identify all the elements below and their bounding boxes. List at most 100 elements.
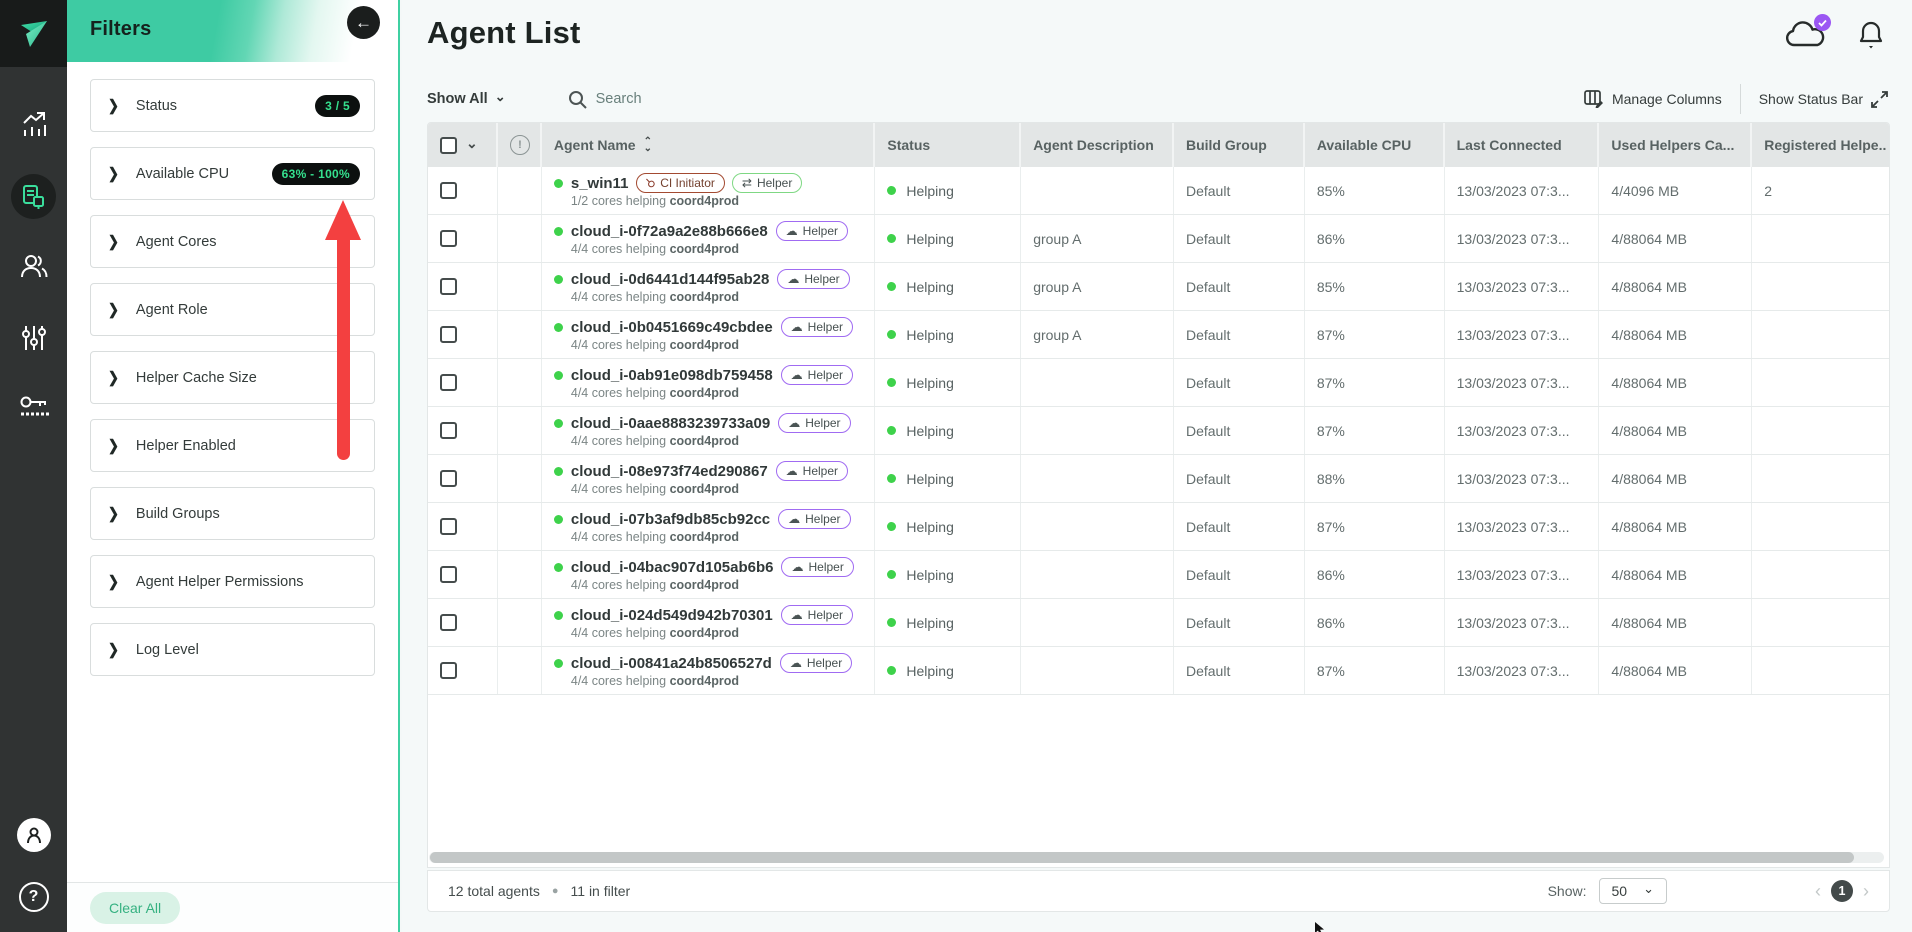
nav-item-analytics[interactable]: [0, 110, 67, 140]
table-row: cloud_i-0aae8883239733a09 Helper 4/4 cor…: [428, 407, 1889, 455]
filter-selection-badge: 63% - 100%: [271, 162, 360, 185]
row-checkbox[interactable]: [440, 518, 457, 535]
badge-cloud: Helper: [780, 317, 854, 337]
chevron-right-icon: ❯: [108, 436, 119, 454]
show-status-bar-button[interactable]: Show Status Bar: [1759, 90, 1888, 108]
badge-cloud: Helper: [777, 269, 850, 289]
filter-item[interactable]: ❯ Agent Role: [90, 283, 375, 336]
agent-name[interactable]: cloud_i-08e973f74ed290867: [570, 462, 768, 480]
notifications-button[interactable]: [1858, 20, 1884, 55]
build-group-cell: Default: [1174, 359, 1305, 406]
badge-cloud: Helper: [778, 413, 851, 433]
row-checkbox[interactable]: [440, 278, 457, 295]
page-title: Agent List: [427, 15, 581, 50]
agent-name[interactable]: cloud_i-00841a24b8506527d: [570, 654, 772, 672]
nav-item-help[interactable]: ?: [0, 882, 67, 912]
check-icon: [1818, 19, 1827, 27]
filter-item[interactable]: ❯ Helper Enabled: [90, 419, 375, 472]
row-checkbox[interactable]: [440, 182, 457, 199]
search-input[interactable]: Search: [568, 90, 642, 109]
last-connected-cell: 13/03/2023 07:3...: [1445, 359, 1600, 406]
nav-item-settings[interactable]: [0, 324, 67, 352]
last-connected-cell: 13/03/2023 07:3...: [1445, 311, 1600, 358]
agent-name-cell: cloud_i-0b0451669c49cbdee Helper 4/4 cor…: [542, 311, 876, 358]
show-all-dropdown[interactable]: Show All ⌄: [427, 89, 506, 107]
agent-name[interactable]: cloud_i-0ab91e098db759458: [570, 366, 773, 384]
agent-name[interactable]: cloud_i-0b0451669c49cbdee: [570, 318, 773, 336]
filter-item[interactable]: ❯ Helper Cache Size: [90, 351, 375, 404]
sort-icon[interactable]: ⌃ ⌄: [643, 135, 652, 154]
horizontal-scrollbar-thumb[interactable]: [430, 852, 1854, 863]
filter-item[interactable]: ❯ Log Level: [90, 623, 375, 676]
collapse-filters-button[interactable]: ←: [347, 6, 380, 39]
header-status[interactable]: Status: [875, 123, 1022, 167]
cloud-status-button[interactable]: [1784, 14, 1831, 55]
agent-name-cell: cloud_i-04bac907d105ab6b6 Helper 4/4 cor…: [542, 551, 876, 598]
row-checkbox[interactable]: [440, 614, 457, 631]
status-dot: [887, 570, 897, 579]
row-checkbox[interactable]: [440, 662, 457, 679]
row-checkbox[interactable]: [440, 230, 457, 247]
agent-name[interactable]: cloud_i-07b3af9db85cb92cc: [570, 510, 771, 528]
header-agent-name[interactable]: Agent Name ⌃ ⌄: [542, 123, 876, 167]
current-page-button[interactable]: 1: [1831, 880, 1853, 902]
nav-item-users[interactable]: [0, 252, 67, 280]
agent-name[interactable]: cloud_i-0d6441d144f95ab28: [570, 270, 770, 288]
header-available-cpu[interactable]: Available CPU: [1305, 123, 1445, 167]
agent-name[interactable]: cloud_i-0f72a9a2e88b666e8: [570, 222, 768, 240]
agent-name[interactable]: cloud_i-04bac907d105ab6b6: [570, 558, 774, 576]
header-agent-description[interactable]: Agent Description: [1021, 123, 1174, 167]
page-size-select[interactable]: 50 ⌄: [1598, 878, 1667, 904]
status-cell: Helping: [875, 359, 1022, 406]
filter-item[interactable]: ❯ Status 3 / 5: [90, 79, 375, 132]
row-checkbox[interactable]: [440, 566, 457, 583]
status-label: Helping: [906, 374, 954, 391]
main-content: Agent List Show All ⌄: [402, 0, 1912, 932]
select-menu-chevron-icon[interactable]: ⌄: [466, 134, 478, 151]
filter-item[interactable]: ❯ Build Groups: [90, 487, 375, 540]
table-header-row: ⌄ ! Agent Name ⌃ ⌄ Status Agent Descripti…: [428, 123, 1889, 167]
agent-name-cell: cloud_i-0f72a9a2e88b666e8 Helper 4/4 cor…: [542, 215, 876, 262]
row-checkbox[interactable]: [440, 470, 457, 487]
filter-selection-badge: 3 / 5: [315, 94, 360, 117]
badge-cloud: Helper: [781, 557, 854, 577]
pagination-area: Show: 50 ⌄ ‹ 1 ›: [1548, 878, 1869, 904]
header-build-group[interactable]: Build Group: [1174, 123, 1305, 167]
header-used-helpers[interactable]: Used Helpers Ca...: [1599, 123, 1753, 167]
agent-name[interactable]: cloud_i-0aae8883239733a09: [570, 414, 771, 432]
nav-rail: ?: [0, 0, 67, 932]
header-alert: !: [498, 123, 542, 167]
row-checkbox[interactable]: [440, 422, 457, 439]
manage-columns-button[interactable]: Manage Columns: [1584, 90, 1722, 108]
agent-description-cell: [1021, 407, 1174, 454]
build-group-cell: Default: [1174, 311, 1305, 358]
app-logo[interactable]: [0, 0, 67, 67]
row-checkbox[interactable]: [440, 374, 457, 391]
prev-page-button[interactable]: ‹: [1815, 881, 1821, 901]
next-page-button[interactable]: ›: [1863, 881, 1869, 901]
agent-name[interactable]: cloud_i-024d549d942b70301: [570, 606, 773, 624]
filter-item[interactable]: ❯ Available CPU 63% - 100%: [90, 147, 375, 200]
registered-helpers-cell: [1752, 455, 1889, 502]
header-registered-helpers[interactable]: Registered Helpe..: [1764, 137, 1887, 153]
nav-item-credentials[interactable]: [0, 394, 67, 424]
status-label: Helping: [906, 182, 954, 199]
select-all-checkbox[interactable]: [440, 136, 457, 154]
filter-item[interactable]: ❯ Agent Helper Permissions: [90, 555, 375, 608]
agent-name[interactable]: s_win11: [570, 174, 629, 192]
toolbar-right: Manage Columns Show Status Bar: [1584, 84, 1888, 114]
separator-dot: ●: [551, 885, 559, 897]
status-label: Helping: [906, 662, 954, 679]
nav-item-agents-active[interactable]: [11, 174, 56, 219]
arrow-left-icon: ←: [355, 12, 372, 32]
nav-item-profile[interactable]: [0, 818, 67, 852]
agent-description-cell: [1021, 503, 1174, 550]
last-connected-cell: 13/03/2023 07:3...: [1445, 551, 1600, 598]
agent-online-dot: [553, 562, 563, 572]
agent-name-cell: s_win11 CI Initiator Helper 1/2 cores hel…: [542, 167, 876, 214]
help-icon: ?: [18, 882, 49, 912]
clear-all-button[interactable]: Clear All: [90, 892, 181, 924]
header-last-connected[interactable]: Last Connected: [1445, 123, 1600, 167]
agent-description-cell: [1021, 599, 1174, 646]
row-checkbox[interactable]: [440, 326, 457, 343]
